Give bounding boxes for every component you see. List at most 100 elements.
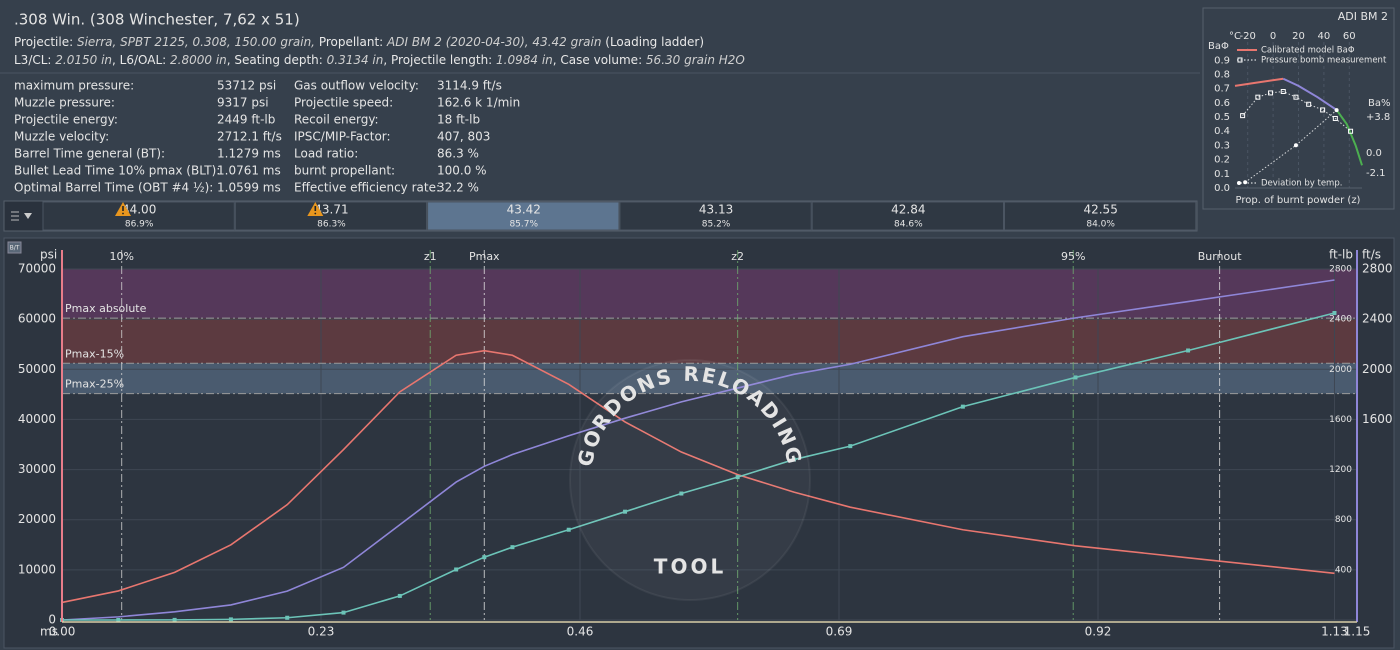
y3-tick-label: 2400 xyxy=(1329,315,1352,325)
data-point xyxy=(285,615,290,620)
y3-tick-label: 2000 xyxy=(1329,365,1352,375)
inset-point xyxy=(1268,90,1274,96)
chart-icon-box xyxy=(7,241,22,254)
ladder-cell[interactable]: 42.84 84.6% xyxy=(811,201,1005,231)
info-segment: , Projectile length: xyxy=(383,53,496,67)
inset-top-label: °C xyxy=(1229,31,1241,42)
data-point xyxy=(228,617,233,622)
inset-y-label: BaΦ xyxy=(1208,41,1229,52)
stat-label: Bullet Lead Time 10% pmax (BLT): xyxy=(14,164,220,178)
info-segment: ADI BM 2 (2020-04-30), 43.42 grain xyxy=(386,35,601,49)
x-tick-label: 1.15 xyxy=(1344,625,1371,639)
stat-label: IPSC/MIP-Factor: xyxy=(294,130,391,144)
x-tick-label: 0.00 xyxy=(49,625,76,639)
ladder-ratio: 86.3% xyxy=(317,220,346,230)
data-point xyxy=(116,618,121,622)
ladder-cell[interactable]: 43.71 86.3% xyxy=(234,201,428,231)
inset-y2-tick-label: 0.0 xyxy=(1366,148,1382,159)
y2-tick-label: 2000 xyxy=(1362,362,1393,376)
stat-label: Projectile speed: xyxy=(294,96,393,110)
info-segment: (Loading ladder) xyxy=(601,35,704,49)
ladder-charge: 44.00 xyxy=(122,203,156,217)
inset-y2-tick-label: -2.1 xyxy=(1366,168,1386,179)
info-segment: , Seating depth: xyxy=(227,53,327,67)
legend-swatch xyxy=(1237,181,1241,185)
ladder-charge: 42.84 xyxy=(891,203,925,217)
stat-value: 53712 psi xyxy=(217,79,276,93)
ladder-menu[interactable] xyxy=(11,211,32,221)
y-tick-label: 0 xyxy=(48,613,56,627)
stat-value: 1.1279 ms xyxy=(217,147,281,161)
stat-value: 32.2 % xyxy=(437,181,479,195)
ladder-cell-bg xyxy=(234,201,428,231)
inset-y-tick-label: 0.1 xyxy=(1214,169,1230,180)
ladder-ratio: 85.7% xyxy=(509,220,538,230)
stat-value: 86.3 % xyxy=(437,147,479,161)
inset-point xyxy=(1240,113,1246,119)
info-segment: 56.30 grain H2O xyxy=(646,53,745,67)
ladder-ratio: 84.6% xyxy=(894,220,923,230)
data-point xyxy=(848,444,853,449)
event-label: z2 xyxy=(731,250,744,263)
ladder-cell[interactable]: 43.13 85.2% xyxy=(619,201,812,231)
y-axis-label: psi xyxy=(40,248,57,262)
stat-value: 162.6 k 1/min xyxy=(437,96,520,110)
watermark-text: TOOL xyxy=(654,555,726,579)
stat-label: Load ratio: xyxy=(294,147,358,161)
data-point xyxy=(1073,375,1078,380)
y3-tick-label: 2800 xyxy=(1329,265,1352,275)
data-point xyxy=(735,475,740,480)
ladder-cell-bg xyxy=(811,201,1005,231)
data-point xyxy=(482,555,487,560)
ladder-charge: 43.71 xyxy=(314,203,348,217)
stat-value: 18 ft-lb xyxy=(437,113,480,127)
ladder-charge: 43.13 xyxy=(699,203,733,217)
x-tick-label: 0.23 xyxy=(308,625,335,639)
inset-point xyxy=(1332,115,1338,121)
inset-point xyxy=(1334,108,1339,113)
inset-line xyxy=(1234,77,1284,87)
ladder-cell[interactable]: 44.00 86.9% xyxy=(42,201,235,231)
ladder-cell[interactable]: 43.42 85.7% xyxy=(427,201,620,231)
event-label: 95% xyxy=(1061,250,1085,263)
level-label: Pmax absolute xyxy=(65,302,147,315)
y-tick-label: 20000 xyxy=(18,512,56,526)
inset-y-tick-label: 0.5 xyxy=(1214,112,1230,123)
data-point xyxy=(172,617,177,622)
x-tick-label: 0.69 xyxy=(826,625,853,639)
data-line xyxy=(62,312,1335,621)
inset-y-tick-label: 0.3 xyxy=(1214,140,1230,151)
chart-icon[interactable]: B/T xyxy=(7,241,22,254)
level-label: Pmax-25% xyxy=(65,378,124,391)
legend-swatch xyxy=(1237,57,1243,63)
inset-point xyxy=(1243,180,1248,185)
inset-top-tick-label: 20 xyxy=(1292,31,1305,42)
inset-y-tick-label: 0.6 xyxy=(1214,98,1230,109)
ladder-ratio: 84.0% xyxy=(1086,220,1115,230)
y2-tick-label: 1600 xyxy=(1362,412,1393,426)
stat-value: 100.0 % xyxy=(437,164,487,178)
ladder-cell-bg xyxy=(619,201,812,231)
stat-value: 2712.1 ft/s xyxy=(217,130,282,144)
stat-value: 9317 psi xyxy=(217,96,269,110)
data-point xyxy=(454,567,459,572)
inset-line xyxy=(1244,109,1337,183)
y-tick-label: 10000 xyxy=(18,562,56,576)
inset-top-tick-label: -20 xyxy=(1240,31,1256,42)
level-label: Pmax-15% xyxy=(65,347,124,360)
info-line: L3/CL: 2.0150 in, L6/OAL: 2.8000 in, Sea… xyxy=(14,53,745,67)
ladder-cell[interactable]: 42.55 84.0% xyxy=(1004,201,1197,231)
legend-label: Deviation by temp. xyxy=(1261,179,1342,189)
inset-point xyxy=(1348,128,1354,134)
pressure-band xyxy=(62,363,1357,394)
legend-label: Pressure bomb measurement xyxy=(1261,56,1387,66)
stat-label: Barrel Time general (BT): xyxy=(14,147,165,161)
y-tick-label: 70000 xyxy=(18,262,56,276)
stat-label: Projectile energy: xyxy=(14,113,118,127)
y2-tick-label: 2800 xyxy=(1362,262,1393,276)
y-tick-label: 60000 xyxy=(18,312,56,326)
ladder-cell-bg xyxy=(1004,201,1197,231)
data-point xyxy=(566,527,571,532)
y3-tick-label: 800 xyxy=(1335,515,1352,525)
y-tick-label: 40000 xyxy=(18,412,56,426)
